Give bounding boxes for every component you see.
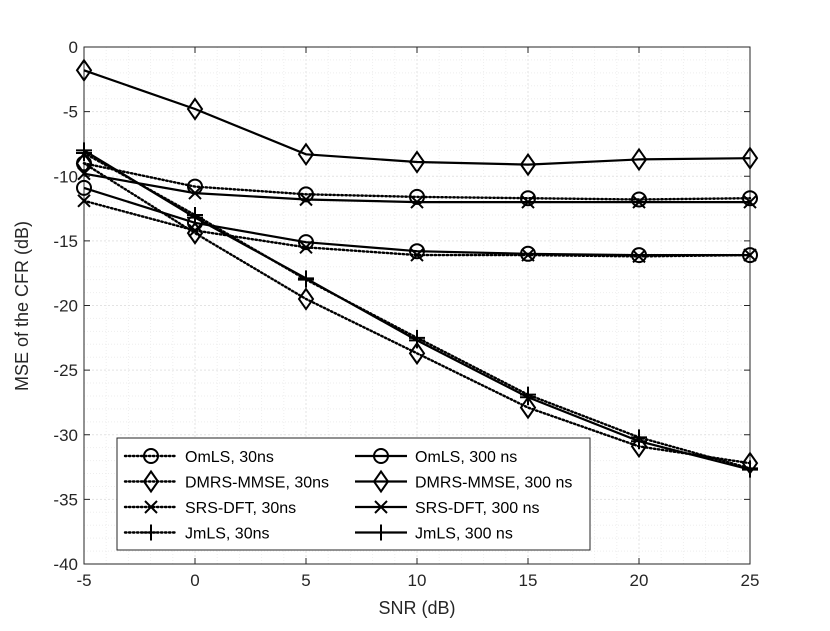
legend-label: DMRS-MMSE, 30ns [185, 475, 329, 492]
x-tick-label: -5 [76, 571, 91, 590]
x-tick-label: 10 [408, 571, 427, 590]
series-point [632, 195, 646, 209]
legend-item: OmLS, 30ns [123, 448, 274, 466]
legend-marker-swatch [144, 500, 158, 514]
legend-marker-swatch [373, 524, 389, 541]
y-tick-label: -15 [53, 232, 78, 251]
series-jmls-30ns [76, 144, 758, 477]
series-point [186, 97, 204, 121]
series-point [188, 223, 202, 238]
series-dmrs-mmse-300-ns [75, 58, 759, 177]
legend-label: OmLS, 30ns [185, 449, 274, 466]
series-point [743, 248, 757, 262]
y-axis-label: MSE of the CFR (dB) [12, 221, 32, 391]
series-point [409, 243, 425, 260]
y-tick-label: -40 [53, 555, 78, 574]
series-point [75, 58, 93, 83]
y-tick-label: -10 [53, 167, 78, 186]
legend-item: JmLS, 30ns [123, 524, 269, 543]
x-tick-label: 5 [301, 571, 310, 590]
x-tick-label: 15 [519, 571, 538, 590]
series-group [75, 58, 759, 478]
series-srs-dft-300-ns [77, 166, 757, 209]
series-point [187, 209, 203, 226]
series-point [632, 249, 646, 264]
series-point [76, 179, 92, 196]
series-point [521, 195, 535, 209]
series-point [519, 152, 537, 177]
series-point [519, 395, 537, 420]
series-jmls-300-ns [76, 142, 758, 478]
series-point [299, 192, 313, 207]
legend-item: DMRS-MMSE, 300 ns [355, 469, 572, 494]
series-point [76, 142, 92, 159]
series-point [298, 186, 314, 203]
legend-label: JmLS, 30ns [185, 526, 269, 543]
series-point [743, 195, 757, 209]
series-point [410, 248, 424, 262]
series-point [297, 142, 315, 167]
series-point [408, 150, 426, 174]
legend-label: OmLS, 300 ns [415, 449, 517, 466]
legend-label: SRS-DFT, 30ns [185, 500, 296, 517]
legend-marker-swatch [142, 469, 160, 494]
series-point [77, 194, 91, 208]
legend-marker-swatch [374, 500, 388, 514]
legend-marker-swatch [373, 448, 389, 464]
x-tick-label: 20 [630, 571, 649, 590]
series-point [409, 332, 425, 349]
y-tick-label: -20 [53, 297, 78, 316]
series-point [631, 433, 647, 450]
series-point [298, 234, 314, 251]
series-point [299, 240, 313, 255]
legend-item: SRS-DFT, 300 ns [355, 500, 539, 517]
series-point [410, 195, 424, 209]
legend-item: DMRS-MMSE, 30ns [123, 469, 329, 494]
series-point [409, 188, 425, 205]
series-point [741, 146, 759, 170]
legend-label: SRS-DFT, 300 ns [415, 500, 539, 517]
axis-ticks: -5 0 5 10 15 20 25 0 -5 -10 -15 -20 -25 -30 -35 -40 [53, 38, 759, 590]
legend-box [116, 437, 591, 551]
legend-item: JmLS, 300 ns [355, 524, 513, 543]
legend-marker-swatch [372, 469, 390, 494]
series-point [297, 287, 315, 311]
legend-label: DMRS-MMSE, 300 ns [415, 475, 572, 492]
x-tick-label: 0 [190, 571, 199, 590]
legend-marker-swatch [143, 524, 159, 541]
series-point [520, 245, 536, 262]
x-axis-label: SNR (dB) [378, 598, 455, 618]
legend-marker-swatch [143, 448, 159, 464]
series-point [742, 461, 758, 478]
legend: OmLS, 30ns OmLS, 300 ns DMRS-MMSE, 30ns DMR… [116, 437, 591, 551]
series-point [298, 270, 314, 287]
y-tick-label: -25 [53, 361, 78, 380]
series-line [83, 69, 751, 166]
series-omls-300-ns [76, 179, 758, 264]
series-point [742, 190, 758, 207]
series-line [82, 162, 752, 201]
legend-item: OmLS, 300 ns [355, 448, 517, 466]
series-point [520, 389, 536, 406]
y-tick-label: -35 [53, 490, 78, 509]
legend-item: SRS-DFT, 30ns [123, 500, 296, 517]
series-point [408, 341, 426, 366]
series-point [521, 248, 535, 262]
x-tick-label: 25 [741, 571, 760, 590]
legend-label: JmLS, 300 ns [415, 526, 513, 543]
y-tick-label: -30 [53, 426, 78, 445]
series-point [520, 190, 536, 207]
series-srs-dft-30ns [77, 194, 757, 264]
series-point [631, 247, 647, 264]
series-point [631, 191, 647, 208]
y-tick-label: 0 [69, 38, 78, 57]
series-point [630, 147, 648, 172]
series-point [188, 186, 202, 200]
y-tick-label: -5 [63, 103, 78, 122]
series-point [77, 166, 91, 181]
